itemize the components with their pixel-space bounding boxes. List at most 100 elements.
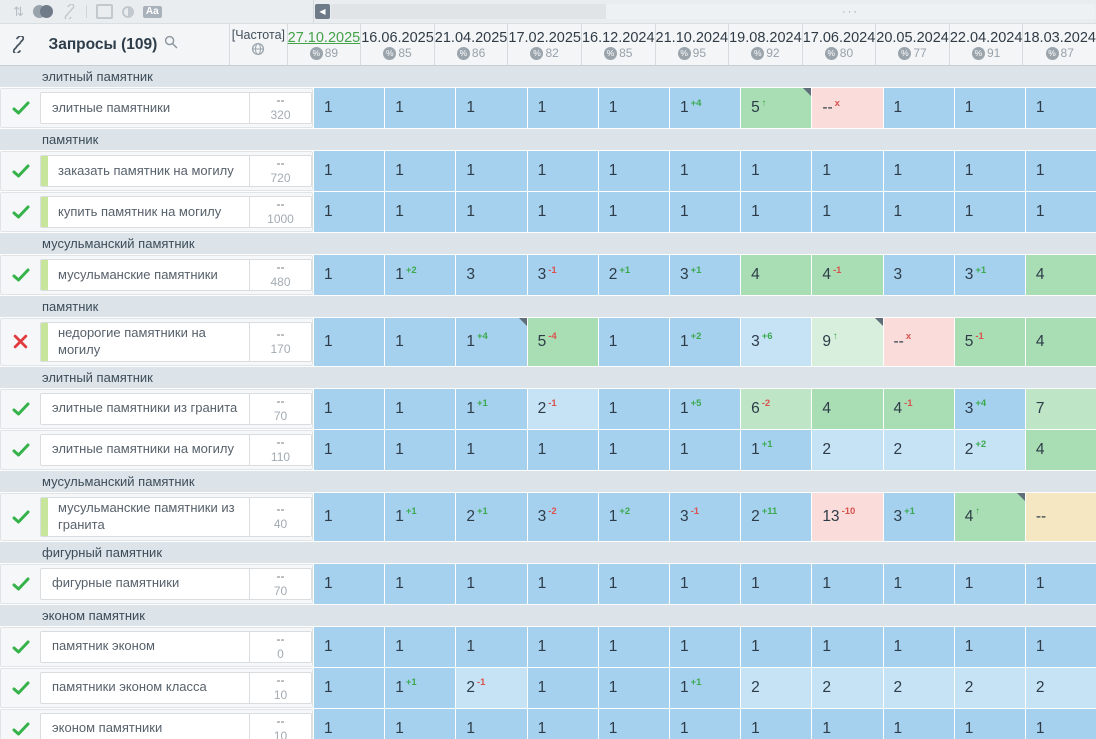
position-cell[interactable]: 1	[1025, 563, 1096, 604]
position-cell[interactable]: 1	[527, 429, 598, 470]
position-cell[interactable]: 1	[314, 151, 385, 191]
position-cell[interactable]: 1	[598, 626, 669, 667]
frequency-cell[interactable]: -- 320	[249, 93, 311, 123]
position-cell[interactable]: 1	[598, 388, 669, 429]
frequency-cell[interactable]: -- 70	[249, 393, 311, 424]
position-cell[interactable]: 5 ↑	[741, 88, 812, 128]
position-cell[interactable]: 1	[385, 388, 456, 429]
status-check-icon[interactable]	[1, 565, 40, 603]
position-cell[interactable]: 1	[456, 88, 527, 128]
date-label[interactable]: 16.06.2025	[361, 30, 434, 46]
frequency-cell[interactable]: -- 40	[249, 497, 311, 536]
position-cell[interactable]: 1	[598, 708, 669, 739]
position-cell[interactable]: 1	[314, 388, 385, 429]
position-cell[interactable]: 1	[314, 708, 385, 739]
position-cell[interactable]: 4 -1	[883, 388, 954, 429]
position-cell[interactable]: 4 ↑	[954, 492, 1025, 541]
position-cell[interactable]: 1 +5	[669, 388, 741, 429]
status-check-icon[interactable]	[1, 431, 40, 469]
position-cell[interactable]: 1	[812, 563, 883, 604]
keyword-cell[interactable]: эконом памятники	[41, 714, 249, 739]
position-cell[interactable]: 1	[812, 151, 883, 191]
position-cell[interactable]: 4 -1	[812, 255, 883, 295]
position-cell[interactable]: 1	[1025, 151, 1096, 191]
position-cell[interactable]: 13 -10	[812, 492, 883, 541]
position-cell[interactable]: 1	[314, 318, 385, 366]
position-cell[interactable]: 1	[314, 429, 385, 470]
position-cell[interactable]: 2 +11	[741, 492, 812, 541]
keyword-cell[interactable]: элитные памятники из гранита	[41, 394, 249, 424]
keyword-cell[interactable]: купить памятник на могилу	[41, 197, 249, 227]
position-cell[interactable]: 7	[1025, 388, 1096, 429]
position-cell[interactable]: 3	[883, 255, 954, 295]
position-cell[interactable]: 1	[385, 429, 456, 470]
frequency-cell[interactable]: -- 110	[249, 434, 311, 465]
globe-icon[interactable]	[251, 42, 265, 61]
position-cell[interactable]: 1	[883, 151, 954, 191]
position-cell[interactable]: 1	[527, 563, 598, 604]
position-cell[interactable]: 1	[669, 151, 741, 191]
position-cell[interactable]: 2	[1025, 667, 1096, 708]
status-check-icon[interactable]	[1, 669, 40, 707]
position-cell[interactable]: 1	[598, 667, 669, 708]
position-cell[interactable]: 1	[1025, 192, 1096, 232]
position-cell[interactable]: 4	[1025, 318, 1096, 366]
status-check-icon[interactable]	[1, 628, 40, 666]
position-cell[interactable]: 2 +1	[456, 492, 527, 541]
position-cell[interactable]: 2 +2	[954, 429, 1025, 470]
position-cell[interactable]: 1	[385, 708, 456, 739]
position-cell[interactable]: 1	[527, 667, 598, 708]
position-cell[interactable]: 1	[669, 563, 741, 604]
status-check-icon[interactable]	[1, 152, 40, 190]
position-cell[interactable]: 1	[385, 563, 456, 604]
position-cell[interactable]: 1	[883, 88, 954, 128]
position-cell[interactable]: 1	[1025, 88, 1096, 128]
position-cell[interactable]: 1	[385, 318, 456, 366]
position-cell[interactable]: 1	[669, 429, 741, 470]
position-cell[interactable]: 9 ↑	[812, 318, 883, 366]
contrast-icon[interactable]	[121, 5, 134, 18]
date-label[interactable]: 19.08.2024	[729, 30, 802, 46]
position-cell[interactable]: 1	[456, 708, 527, 739]
position-cell[interactable]: 1	[669, 192, 741, 232]
status-check-icon[interactable]	[1, 256, 40, 294]
frequency-cell[interactable]: -- 10	[249, 713, 311, 739]
date-column-header[interactable]: 16.06.2025% 85	[360, 24, 434, 65]
date-label[interactable]: 18.03.2024	[1023, 30, 1096, 46]
date-column-header[interactable]: 27.10.2025% 89	[286, 24, 360, 65]
frequency-cell[interactable]: -- 170	[249, 323, 311, 361]
position-cell[interactable]: 1	[883, 192, 954, 232]
scroll-left-button[interactable]: ◀	[315, 4, 330, 19]
date-label[interactable]: 22.04.2024	[949, 30, 1023, 46]
position-cell[interactable]: 1	[527, 626, 598, 667]
position-cell[interactable]: 1	[741, 708, 812, 739]
keyword-cell[interactable]: памятники эконом класса	[41, 673, 249, 703]
position-cell[interactable]: 1	[598, 192, 669, 232]
position-cell[interactable]: 1	[883, 563, 954, 604]
scrollbar-thumb[interactable]: ···	[606, 4, 1095, 19]
date-column-header[interactable]: 22.04.2024% 91	[948, 24, 1023, 65]
position-cell[interactable]: 3 +4	[954, 388, 1025, 429]
compare-toggle-icon[interactable]	[32, 5, 53, 18]
position-cell[interactable]: 1	[669, 626, 741, 667]
position-cell[interactable]: 2	[954, 667, 1025, 708]
position-cell[interactable]: 1	[385, 151, 456, 191]
position-cell[interactable]: 1	[954, 708, 1025, 739]
search-icon[interactable]	[164, 35, 178, 54]
position-cell[interactable]: 1	[598, 563, 669, 604]
position-cell[interactable]: -- x	[812, 88, 883, 128]
frequency-cell[interactable]: -- 70	[249, 568, 311, 599]
position-cell[interactable]: 1	[314, 492, 385, 541]
position-cell[interactable]: 2 +1	[598, 255, 669, 295]
keyword-cell[interactable]: мусульманские памятники	[41, 260, 249, 290]
position-cell[interactable]: 1	[954, 88, 1025, 128]
position-cell[interactable]: 1	[741, 626, 812, 667]
position-cell[interactable]: 1	[741, 151, 812, 191]
status-check-icon[interactable]	[1, 89, 40, 127]
horizontal-scrollbar[interactable]: ◀ ···	[313, 0, 1096, 23]
position-cell[interactable]: 1	[598, 429, 669, 470]
position-cell[interactable]: --	[1025, 492, 1096, 541]
position-cell[interactable]: 1 +4	[669, 88, 741, 128]
keyword-cell[interactable]: элитные памятники на могилу	[41, 435, 249, 465]
position-cell[interactable]: 4	[812, 388, 883, 429]
